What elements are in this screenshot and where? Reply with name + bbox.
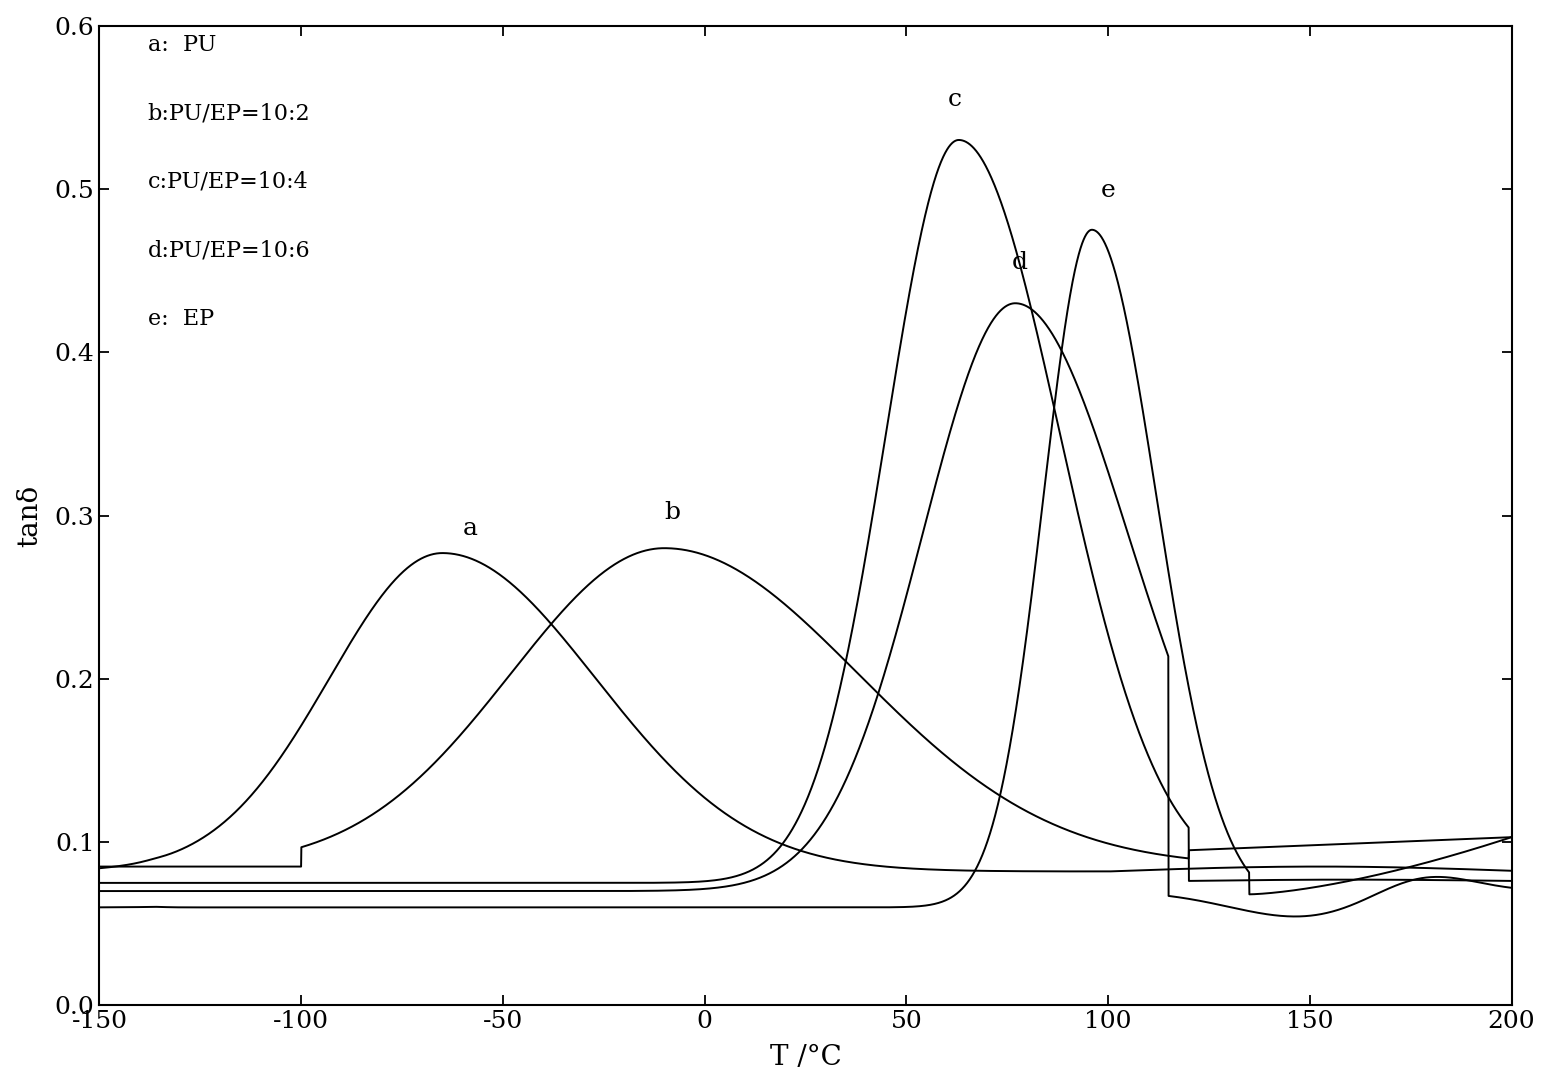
Text: d: d bbox=[1012, 251, 1027, 274]
X-axis label: T /°C: T /°C bbox=[770, 1044, 841, 1072]
Text: c: c bbox=[948, 87, 962, 111]
Text: d:PU/EP=10:6: d:PU/EP=10:6 bbox=[147, 239, 310, 261]
Text: b:PU/EP=10:2: b:PU/EP=10:2 bbox=[147, 102, 310, 124]
Y-axis label: tanδ: tanδ bbox=[17, 484, 43, 546]
Text: a: a bbox=[462, 517, 478, 540]
Text: e:  EP: e: EP bbox=[147, 308, 214, 330]
Text: e: e bbox=[1100, 180, 1116, 202]
Text: b: b bbox=[664, 500, 680, 523]
Text: a:  PU: a: PU bbox=[147, 34, 216, 55]
Text: c:PU/EP=10:4: c:PU/EP=10:4 bbox=[147, 171, 309, 193]
